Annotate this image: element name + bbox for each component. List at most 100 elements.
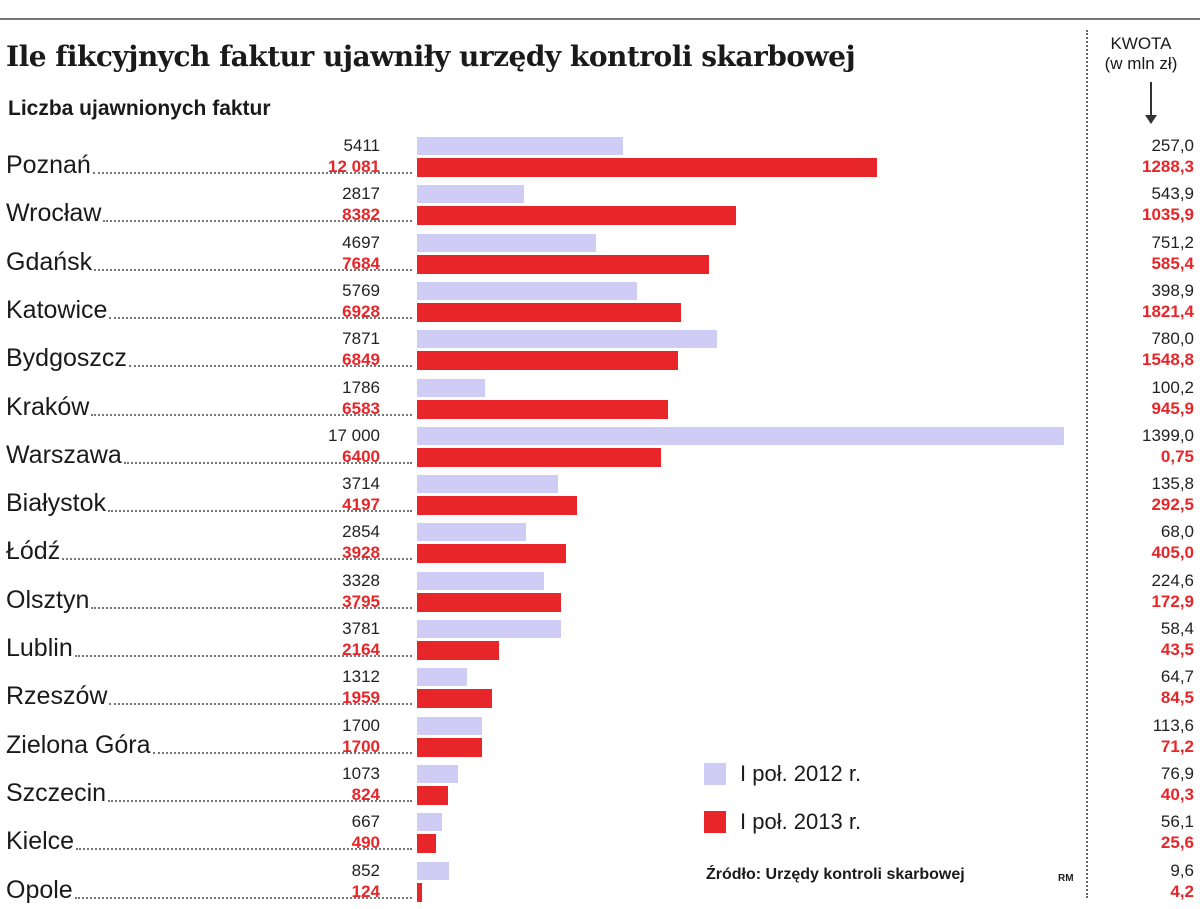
bar-2012 <box>417 137 623 155</box>
category-label: Wrocław <box>6 199 416 227</box>
data-label-2012: 5769 <box>342 280 380 300</box>
kwota-value-2012: 76,9 <box>1160 763 1194 783</box>
category-label-text: Warszawa <box>6 440 122 469</box>
category-label: Bydgoszcz <box>6 344 416 372</box>
data-label-2013: 6583 <box>342 398 380 418</box>
bar-2013 <box>417 882 422 902</box>
bar-group: Olsztyn 3328 3795 224,6 172,9 <box>0 571 1200 619</box>
data-label-2012: 5411 <box>343 136 380 155</box>
data-label-2013: 6400 <box>342 446 380 466</box>
bar-2012 <box>417 571 544 590</box>
category-label-text: Poznań <box>6 151 91 179</box>
bar-2012 <box>417 330 717 349</box>
bar-2012 <box>417 378 485 397</box>
leader-dots <box>74 896 412 899</box>
bar-2013 <box>417 737 482 757</box>
bar-2012 <box>417 620 561 638</box>
bar-2013 <box>417 592 562 612</box>
leader-dots <box>91 606 412 609</box>
data-label-2012: 1312 <box>342 667 380 687</box>
data-label-2012: 3328 <box>342 570 380 590</box>
kwota-value-2013: 172,9 <box>1151 591 1194 611</box>
kwota-value-2013: 84,5 <box>1160 688 1194 708</box>
data-label-2012: 1786 <box>342 377 380 397</box>
category-label: Gdańsk <box>6 248 416 276</box>
data-label-2013: 1700 <box>342 736 380 756</box>
bar-2012 <box>417 764 458 783</box>
kwota-value-2012: 56,1 <box>1160 812 1194 832</box>
legend-label-2012: I poł. 2012 r. <box>740 761 862 786</box>
category-label: Katowice <box>6 296 416 324</box>
kwota-value-2012: 135,8 <box>1151 474 1194 494</box>
bar-2013 <box>417 351 678 371</box>
leader-dots <box>109 316 412 319</box>
category-label-text: Zielona Góra <box>6 730 151 759</box>
kwota-value-2013: 292,5 <box>1151 495 1194 515</box>
leader-dots <box>152 751 412 754</box>
kwota-value-2013: 1821,4 <box>1142 301 1194 321</box>
data-label-2012: 1700 <box>342 715 380 735</box>
kwota-value-2013: 1035,9 <box>1142 205 1194 225</box>
data-label-2012: 2817 <box>342 184 380 204</box>
bar-2013 <box>417 544 567 564</box>
data-label-2013: 2164 <box>342 640 380 659</box>
kwota-arrow-line <box>1150 82 1152 116</box>
bar-2012 <box>417 668 467 687</box>
kwota-value-2013: 71,2 <box>1160 736 1194 756</box>
data-label-2012: 667 <box>351 812 380 832</box>
leader-dots <box>123 461 412 464</box>
leader-dots <box>109 702 412 706</box>
legend-item-2012: I poł. 2012 r. <box>704 761 862 786</box>
kwota-value-2012: 64,7 <box>1160 667 1194 687</box>
data-label-2013: 1959 <box>342 688 380 708</box>
category-label: Rzeszów <box>6 682 416 710</box>
kwota-value-2012: 224,6 <box>1151 570 1194 590</box>
top-rule <box>0 18 1200 20</box>
category-label-text: Lublin <box>6 634 73 662</box>
data-label-2012: 3714 <box>342 474 380 494</box>
data-label-2012: 3781 <box>342 619 380 638</box>
data-label-2012: 17 000 <box>328 425 380 445</box>
kwota-value-2013: 40,3 <box>1160 784 1194 804</box>
data-label-2012: 2854 <box>342 522 380 542</box>
data-label-2013: 124 <box>351 881 380 901</box>
category-label: Łódź <box>6 537 416 565</box>
bar-group: Wrocław 2817 8382 543,9 1035,9 <box>0 184 1200 232</box>
bar-group: Białystok 3714 4197 135,8 292,5 <box>0 474 1200 522</box>
down-arrow-icon <box>1145 115 1157 124</box>
data-label-2013: 7684 <box>342 253 380 273</box>
kwota-value-2013: 585,4 <box>1151 253 1194 273</box>
bar-2013 <box>417 302 681 322</box>
category-label: Białystok <box>6 489 416 517</box>
kwota-value-2012: 780,0 <box>1151 329 1194 349</box>
category-label-text: Rzeszów <box>6 682 108 711</box>
data-label-2013: 12 081 <box>328 157 380 176</box>
category-label: Zielona Góra <box>6 731 416 759</box>
category-label-text: Wrocław <box>6 199 102 228</box>
bar-group: Rzeszów 1312 1959 64,7 84,5 <box>0 667 1200 715</box>
leader-dots <box>74 654 412 657</box>
bar-2013 <box>417 641 500 660</box>
bar-group: Lublin 3781 2164 58,4 43,5 <box>0 619 1200 667</box>
data-label-2013: 4197 <box>342 495 380 515</box>
legend-swatch-2013 <box>704 811 726 833</box>
leader-dots <box>76 847 412 851</box>
leader-dots <box>128 364 412 368</box>
data-label-2012: 4697 <box>342 232 380 252</box>
kwota-value-2013: 0,75 <box>1160 446 1194 466</box>
bar-2013 <box>417 158 877 177</box>
kwota-divider <box>1086 30 1088 898</box>
bar-2012 <box>417 281 637 300</box>
bar-group: Gdańsk 4697 7684 751,2 585,4 <box>0 233 1200 281</box>
bar-2013 <box>417 206 736 226</box>
bar-2012 <box>417 861 450 880</box>
category-label-text: Olsztyn <box>6 585 90 614</box>
bar-group: Zielona Góra 1700 1700 113,6 71,2 <box>0 716 1200 764</box>
bar-group: Poznań 5411 12 081 257,0 1288,3 <box>0 136 1200 184</box>
category-label-text: Kielce <box>6 827 75 856</box>
kwota-value-2013: 945,9 <box>1151 398 1194 418</box>
kwota-value-2012: 100,2 <box>1151 377 1194 397</box>
category-label: Warszawa <box>6 441 416 469</box>
bar-group: Kielce 667 490 56,1 25,6 <box>0 812 1200 860</box>
data-label-2013: 490 <box>351 833 380 853</box>
